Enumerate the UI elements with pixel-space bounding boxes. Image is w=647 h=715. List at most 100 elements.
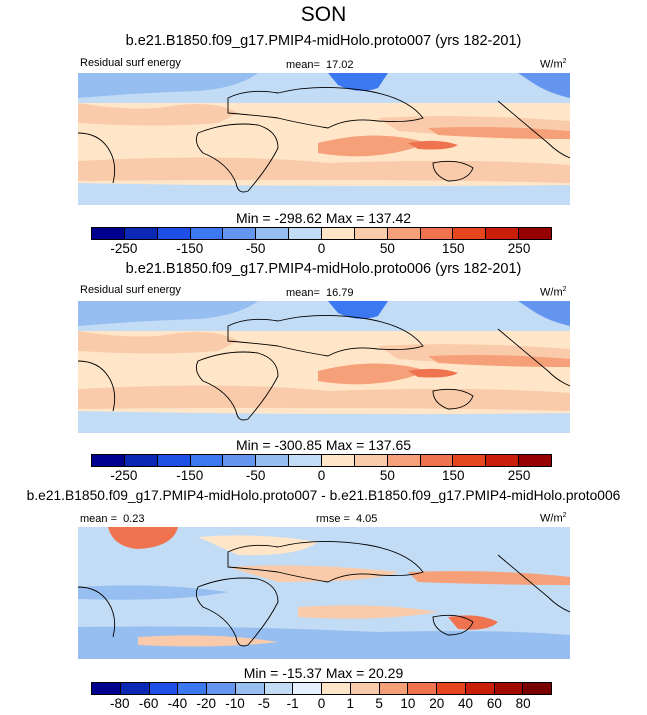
panel-2-coastlines [78, 315, 570, 421]
colorbar-swatch [256, 455, 290, 466]
panel-1-coastlines [78, 87, 570, 193]
colorbar-tick-label: -150 [176, 241, 204, 256]
colorbar-swatch [523, 683, 551, 694]
atlantic-warm [78, 103, 238, 126]
africa-warm [228, 565, 398, 582]
panel-2-map [78, 301, 570, 433]
panel-2-colorbar [91, 454, 552, 467]
colorbar-swatch [124, 228, 158, 239]
colorbar-swatch [207, 683, 236, 694]
colorbar-swatch [256, 228, 290, 239]
pacific-warm-2 [428, 355, 570, 367]
colorbar-swatch [420, 455, 454, 466]
colorbar-tick-label: 50 [379, 468, 395, 483]
colorbar-swatch [223, 455, 257, 466]
panel-1-title: b.e21.B1850.f09_g17.PMIP4-midHolo.proto0… [125, 33, 522, 49]
panel-1-units-sup: 2 [562, 58, 567, 65]
colorbar-swatch [92, 455, 125, 466]
colorbar-swatch [293, 683, 322, 694]
colorbar-swatch [437, 683, 466, 694]
colorbar-tick-label: -1 [286, 696, 299, 711]
colorbar-tick-label: -250 [110, 468, 138, 483]
panel-3-units-sup: 2 [562, 512, 567, 519]
panel-3-mean-value: 0.23 [123, 513, 145, 525]
panel-1-units-text: W/m [540, 58, 563, 71]
panel-1-units: W/m2 [540, 58, 567, 71]
colorbar-swatch [92, 683, 121, 694]
panel-2-title: b.e21.B1850.f09_g17.PMIP4-midHolo.proto0… [125, 261, 522, 277]
colorbar-tick-label: 20 [429, 696, 445, 711]
colorbar-swatch [486, 228, 520, 239]
panel-2-colorbar-ticks: -250 -150 -50 0 50 150 250 [91, 468, 552, 484]
panel-3-title: b.e21.B1850.f09_g17.PMIP4-midHolo.proto0… [26, 488, 621, 503]
panel-3-rmse-label: rmse = 4.05 [316, 513, 377, 525]
southern-warm-patch [138, 635, 278, 647]
colorbar-swatch [157, 228, 191, 239]
colorbar-swatch [354, 455, 388, 466]
pacific-warm-2 [428, 127, 570, 139]
southern-warm [78, 385, 570, 411]
greenland-warm [108, 527, 178, 549]
panel-3-minmax: Min = -15.37 Max = 20.29 [243, 665, 404, 681]
colorbar-tick-label: -80 [110, 696, 130, 711]
panel-2-units-sup: 2 [562, 286, 567, 293]
colorbar-swatch [354, 228, 388, 239]
colorbar-tick-label: 0 [317, 468, 326, 483]
colorbar-tick-label: 250 [507, 241, 531, 256]
colorbar-swatch [387, 455, 421, 466]
colorbar-tick-label: 250 [507, 468, 531, 483]
colorbar-tick-label: 60 [486, 696, 502, 711]
panel-1-mean-value: 17.02 [326, 59, 354, 71]
colorbar-tick-label: -20 [196, 696, 217, 711]
panel-1-variable-label: Residual surf energy [80, 57, 181, 69]
panel-3-map [78, 527, 570, 659]
colorbar-swatch [178, 683, 207, 694]
panel-2-units: W/m2 [540, 286, 567, 299]
colorbar-swatch [408, 683, 437, 694]
colorbar-swatch [420, 228, 454, 239]
colorbar-swatch [350, 683, 380, 694]
colorbar-swatch [379, 683, 409, 694]
colorbar-swatch [190, 455, 224, 466]
colorbar-tick-label: -5 [257, 696, 270, 711]
colorbar-swatch [453, 228, 487, 239]
panel-2-minmax: Min = -300.85 Max = 137.65 [235, 437, 412, 453]
panel-1-colorbar-ticks: -250 -150 -50 0 50 150 250 [91, 241, 552, 257]
panel-3-rmse-text: rmse = [316, 513, 350, 525]
panel-3-coastlines [78, 541, 570, 647]
indian-warm [318, 135, 428, 157]
colorbar-swatch [124, 455, 158, 466]
colorbar-swatch [322, 228, 355, 239]
colorbar-swatch [322, 455, 355, 466]
colorbar-tick-label: -10 [225, 696, 245, 711]
panel-1-map [78, 73, 570, 205]
colorbar-tick-label: 0 [317, 696, 326, 711]
colorbar-swatch [519, 455, 552, 466]
panel-1-map-svg [78, 73, 570, 205]
panel-3-rmse-value: 4.05 [356, 513, 378, 525]
north-atlantic-blue [78, 301, 258, 326]
figure-title: SON [300, 3, 347, 26]
colorbar-swatch [289, 455, 323, 466]
colorbar-swatch [235, 683, 265, 694]
panel-3-colorbar [91, 682, 552, 695]
colorbar-swatch [223, 228, 257, 239]
colorbar-tick-label: 40 [458, 696, 474, 711]
panel-2-units-text: W/m [540, 286, 563, 299]
indian-warm [318, 363, 428, 385]
colorbar-tick-label: 10 [400, 696, 416, 711]
colorbar-swatch [264, 683, 294, 694]
colorbar-swatch [387, 228, 421, 239]
northpacific-blue [518, 301, 570, 326]
colorbar-swatch [120, 683, 150, 694]
colorbar-swatch [92, 228, 125, 239]
panel-3-units: W/m2 [540, 512, 567, 525]
colorbar-swatch [519, 228, 552, 239]
maritime-continent [408, 368, 458, 378]
indian-warm [298, 605, 438, 619]
colorbar-swatch [289, 228, 323, 239]
panel-3-units-text: W/m [540, 512, 563, 525]
south-band [78, 183, 570, 205]
panel-1-mean-label: mean= 17.02 [286, 59, 354, 71]
siberia-blue [328, 301, 388, 319]
